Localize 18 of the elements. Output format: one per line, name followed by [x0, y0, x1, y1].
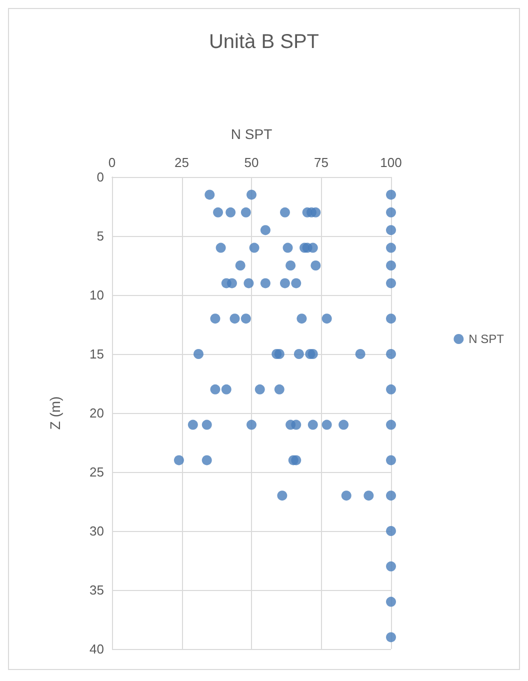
y-tick-label: 5: [96, 228, 104, 244]
y-tick-label: 25: [90, 464, 104, 480]
y-tick-label: 15: [90, 346, 104, 362]
y-axis-title: Z (m): [47, 396, 63, 430]
x-tick-label: 75: [314, 155, 328, 170]
y-tick-label: 10: [90, 288, 104, 302]
x-tick-label: 50: [244, 155, 259, 170]
legend-label: N SPT: [468, 332, 505, 346]
y-tick-label: 30: [90, 524, 104, 538]
x-tick-label: 25: [174, 155, 189, 170]
y-tick-label: 20: [90, 406, 104, 420]
x-tick-label: 100: [380, 155, 402, 170]
y-tick-label: 40: [90, 642, 104, 656]
x-axis-title: N SPT: [230, 126, 273, 142]
chart-title: Unità B SPT: [208, 31, 320, 53]
x-tick-label: 0: [108, 155, 116, 170]
y-tick-label: 35: [90, 582, 104, 598]
y-tick-label: 0: [96, 170, 104, 184]
